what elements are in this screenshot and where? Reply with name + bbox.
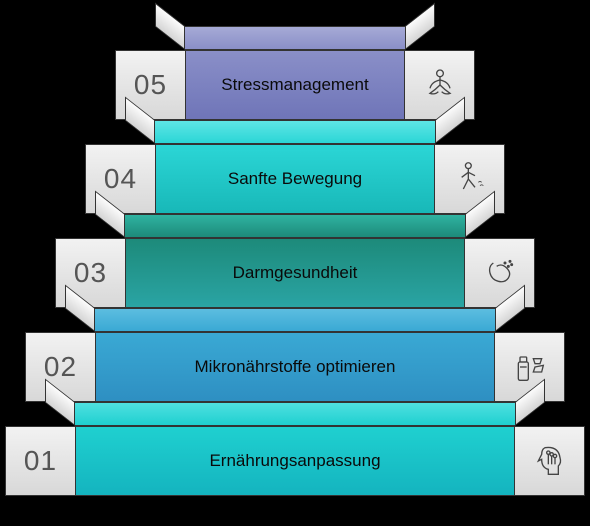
step-number: 03 bbox=[74, 257, 107, 289]
step-number: 01 bbox=[24, 445, 57, 477]
step-riser: 03 Darmgesundheit bbox=[55, 238, 535, 308]
step-label: Darmgesundheit bbox=[233, 263, 358, 283]
step-label: Ernährungsanpassung bbox=[209, 451, 380, 471]
step-label-box: Stressmanagement bbox=[186, 51, 404, 119]
stair-infographic: 05 Stressmanagement 04 Sanfte Bewegung 03 Dar… bbox=[0, 0, 590, 526]
step-04: 04 Sanfte Bewegung bbox=[85, 120, 505, 214]
step-label: Mikronährstoffe optimieren bbox=[195, 357, 396, 377]
step-number-box: 01 bbox=[6, 427, 76, 495]
step-label-box: Mikronährstoffe optimieren bbox=[96, 333, 494, 401]
step-02: 02 Mikronährstoffe optimieren bbox=[25, 308, 565, 402]
step-label: Stressmanagement bbox=[221, 75, 368, 95]
step-05: 05 Stressmanagement bbox=[115, 26, 475, 120]
step-tread bbox=[55, 214, 535, 238]
step-tread bbox=[115, 26, 475, 50]
step-tread bbox=[5, 402, 585, 426]
step-label: Sanfte Bewegung bbox=[228, 169, 362, 189]
step-riser: 02 Mikronährstoffe optimieren bbox=[25, 332, 565, 402]
step-label-box: Ernährungsanpassung bbox=[76, 427, 514, 495]
step-tread bbox=[85, 120, 505, 144]
step-number: 02 bbox=[44, 351, 77, 383]
step-riser: 04 Sanfte Bewegung bbox=[85, 144, 505, 214]
step-label-box: Sanfte Bewegung bbox=[156, 145, 434, 213]
step-number: 05 bbox=[134, 69, 167, 101]
step-label-box: Darmgesundheit bbox=[126, 239, 464, 307]
step-number: 04 bbox=[104, 163, 137, 195]
step-01: 01 Ernährungsanpassung bbox=[5, 402, 585, 496]
step-tread bbox=[25, 308, 565, 332]
step-riser: 01 Ernährungsanpassung bbox=[5, 426, 585, 496]
step-03: 03 Darmgesundheit bbox=[55, 214, 535, 308]
step-riser: 05 Stressmanagement bbox=[115, 50, 475, 120]
nutrition-mind-icon bbox=[514, 427, 584, 495]
